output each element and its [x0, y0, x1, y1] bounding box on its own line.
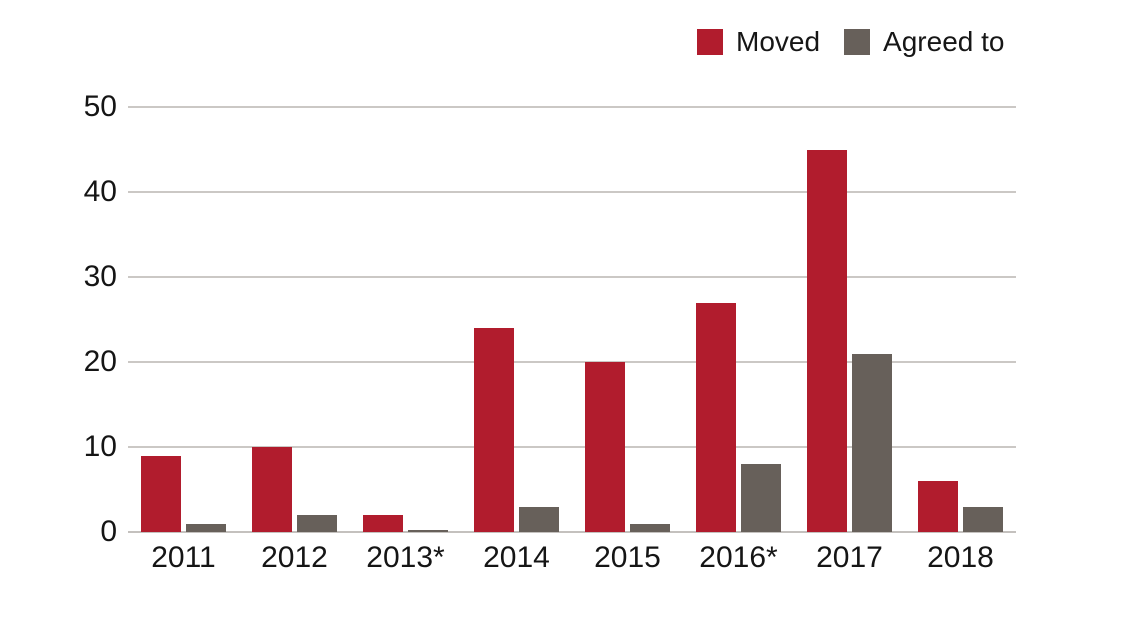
bar-agreed-to-2011: [186, 523, 226, 532]
legend-swatch-moved: [697, 29, 723, 55]
x-tick-2012: 2012: [261, 541, 328, 574]
x-tick-2017: 2017: [816, 541, 883, 574]
legend-label-moved: Moved: [736, 26, 821, 57]
bar-agreed-to-2014: [519, 506, 559, 532]
x-tick-2013: 2013*: [366, 541, 445, 574]
y-tick-0: 0: [100, 515, 117, 548]
gridline-30: [128, 276, 1016, 278]
bar-moved-2015: [585, 362, 625, 532]
bar-moved-2013: [363, 515, 403, 532]
bar-agreed-to-2013: [408, 530, 448, 532]
bar-agreed-to-2016: [741, 464, 781, 532]
gridline-50: [128, 106, 1016, 108]
gridline-10: [128, 446, 1016, 448]
y-tick-40: 40: [83, 175, 117, 208]
y-tick-10: 10: [83, 430, 117, 463]
legend-item-agreed-to: Agreed to: [844, 27, 1004, 57]
bar-moved-2017: [807, 149, 847, 532]
bar-moved-2014: [474, 328, 514, 532]
bar-group-2011: [128, 107, 239, 532]
bar-moved-2018: [918, 481, 958, 532]
bar-agreed-to-2015: [630, 523, 670, 532]
legend-label-agreed-to: Agreed to: [883, 26, 1005, 57]
legend-swatch-agreed-to: [844, 29, 871, 55]
y-axis-labels: 0 10 20 30 40 50: [0, 90, 117, 548]
bar-group-2016: [683, 107, 794, 532]
bar-agreed-to-2012: [297, 515, 337, 532]
bar-moved-2012: [252, 447, 292, 532]
bar-group-2012: [239, 107, 350, 532]
bar-moved-2011: [141, 455, 181, 532]
y-tick-50: 50: [83, 90, 117, 123]
legend: Moved Agreed to: [697, 27, 1004, 57]
legend-item-moved: Moved: [697, 27, 820, 57]
x-tick-2018: 2018: [927, 541, 994, 574]
bar-group-2013: [350, 107, 461, 532]
bar-group-2018: [905, 107, 1016, 532]
bar-group-2015: [572, 107, 683, 532]
bar-groups: [128, 107, 1016, 532]
bar-group-2017: [794, 107, 905, 532]
x-tick-2011: 2011: [151, 541, 216, 574]
y-tick-30: 30: [83, 260, 117, 293]
x-tick-2015: 2015: [594, 541, 661, 574]
bar-group-2014: [461, 107, 572, 532]
gridline-0: [128, 531, 1016, 533]
y-tick-20: 20: [83, 345, 117, 378]
plot-area: [128, 106, 1016, 533]
bar-agreed-to-2017: [852, 353, 892, 532]
x-axis-labels: 2011 2012 2013* 2014 2015 2016* 2017 2018: [128, 540, 1016, 576]
x-tick-2014: 2014: [483, 541, 550, 574]
gridline-40: [128, 191, 1016, 193]
x-tick-2016: 2016*: [699, 541, 778, 574]
bar-agreed-to-2018: [963, 506, 1003, 532]
gridline-20: [128, 361, 1016, 363]
bar-moved-2016: [696, 302, 736, 532]
